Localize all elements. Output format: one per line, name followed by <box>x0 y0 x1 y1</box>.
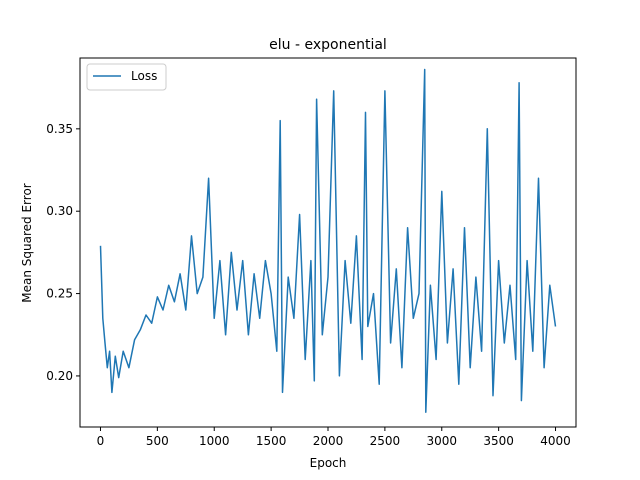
legend-box <box>86 63 167 91</box>
x-axis-label: Epoch <box>310 456 347 470</box>
legend-label: Loss <box>131 69 157 83</box>
x-tick-label: 2500 <box>370 434 401 448</box>
x-tick-label: 1000 <box>199 434 230 448</box>
y-tick-label: 0.30 <box>46 204 73 218</box>
x-tick-label: 2000 <box>313 434 344 448</box>
legend: Loss <box>86 63 167 91</box>
y-axis: 0.20 0.25 0.30 0.35 <box>46 122 80 383</box>
x-tick-label: 4000 <box>540 434 571 448</box>
x-tick-label: 3500 <box>483 434 514 448</box>
x-tick-label: 0 <box>97 434 105 448</box>
x-axis: 0 500 1000 1500 2000 2500 3000 3500 4000 <box>97 427 571 448</box>
x-tick-label: 1500 <box>256 434 287 448</box>
y-axis-label: Mean Squared Error <box>20 183 34 303</box>
y-tick-label: 0.20 <box>46 369 73 383</box>
loss-line <box>99 68 557 413</box>
chart-title: elu - exponential <box>269 37 387 53</box>
x-tick-label: 500 <box>146 434 169 448</box>
y-tick-label: 0.35 <box>46 122 73 136</box>
y-tick-label: 0.25 <box>46 287 73 301</box>
x-tick-label: 3000 <box>426 434 457 448</box>
